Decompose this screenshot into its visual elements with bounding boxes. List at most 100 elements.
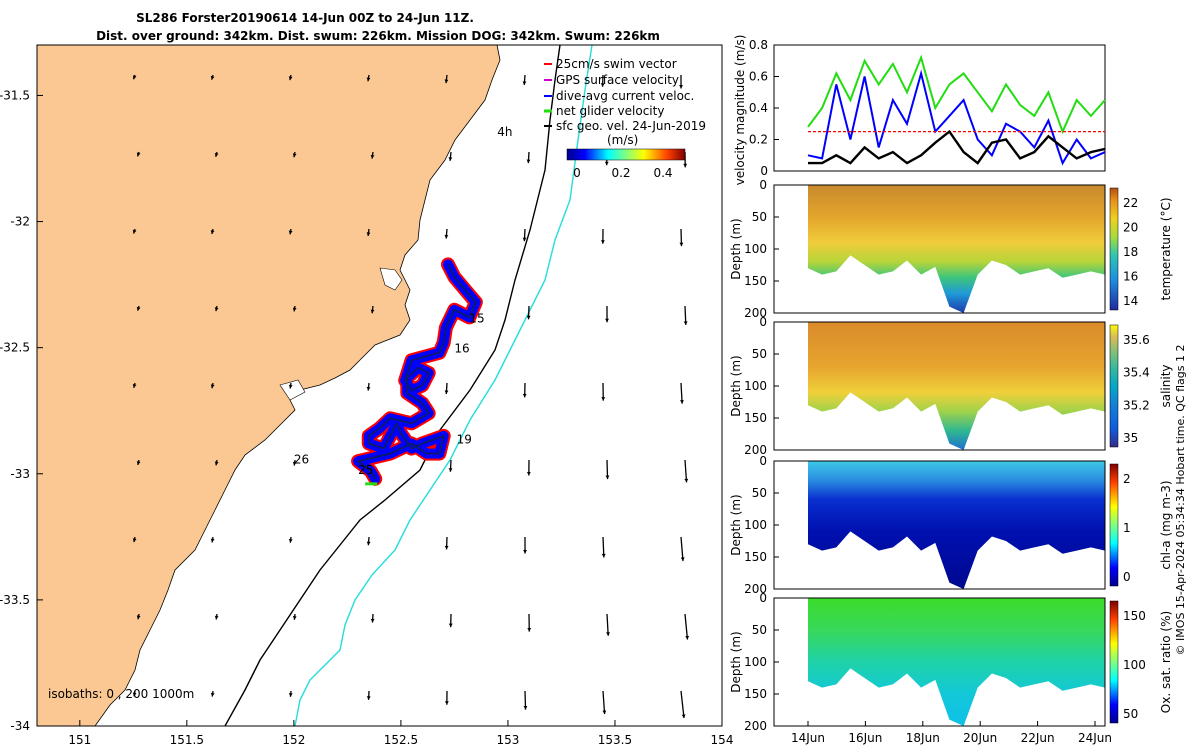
velocity-arrow [602, 690, 607, 715]
velocity-arrow [680, 382, 684, 404]
velocity-arrow [292, 613, 297, 620]
map-ytick-label: -33.5 [0, 593, 30, 607]
salinity_panel: 0 50 100 150 200 Depth (m) 35 35.2 35.4 35.6 salin… [729, 315, 1173, 457]
velocity-arrow [132, 690, 137, 697]
velocity-arrow [214, 305, 219, 312]
section-ytick-label: 50 [752, 623, 767, 637]
velocity-arrow [366, 74, 371, 82]
velocity-arrow [684, 613, 690, 640]
velocity-arrow [292, 459, 297, 466]
inlet-1 [379, 267, 403, 291]
velocity-arrow [370, 305, 375, 314]
section-ctick-label: 0 [1123, 570, 1131, 584]
section-ctick-label: 16 [1123, 270, 1138, 284]
section-ctick-label: 2 [1123, 472, 1131, 486]
section-ylabel: Depth (m) [729, 355, 743, 416]
velocity-ytick-label: 0.6 [749, 70, 768, 84]
glider-track [351, 257, 483, 486]
section-clabel: salinity [1159, 364, 1173, 407]
velocity-arrow [526, 151, 531, 164]
section-ytick-label: 150 [744, 687, 767, 701]
map-xtick-label: 153 [496, 733, 519, 747]
section-ctick-label: 35 [1123, 431, 1138, 445]
velocity-panel: 0 0.2 0.4 0.6 0.8 velocity magnitude (m/s) [733, 35, 1106, 186]
velocity-series-line [807, 54, 1106, 135]
velocity-arrow [680, 536, 685, 562]
velocity-lines [807, 54, 1106, 166]
velocity-arrow [522, 74, 527, 86]
velocity-arrow [526, 305, 531, 320]
map-xtick-label: 151 [68, 733, 91, 747]
section-ytick-label: 200 [744, 719, 767, 733]
day-label: 26 [294, 453, 309, 467]
section-ctick-label: 50 [1123, 707, 1138, 721]
legend-sfc: sfc geo. vel. 24-Jun-2019 [556, 119, 706, 133]
map-xtick-label: 153.5 [598, 733, 632, 747]
section-ytick-label: 0 [759, 178, 767, 192]
velocity-arrow [606, 613, 610, 636]
velocity-arrow [444, 228, 449, 239]
velocity-arrow [605, 459, 610, 480]
section-ytick-label: 100 [744, 242, 767, 256]
section-colorbar [1109, 187, 1119, 311]
section-ctick-label: 35.6 [1123, 333, 1150, 347]
time-xtick-label: 22Jun [1021, 731, 1055, 745]
velocity-arrow [448, 459, 453, 472]
map-xtick-label: 152 [282, 733, 305, 747]
velocity-ytick-label: 0.4 [749, 101, 768, 115]
velocity-arrow [210, 228, 215, 235]
section-ytick-label: 0 [759, 591, 767, 605]
day-label: 25 [358, 463, 373, 477]
velocity-arrow [214, 459, 219, 466]
velocity-ylabel: velocity magnitude (m/s) [733, 35, 747, 186]
section-ytick-label: 200 [744, 443, 767, 457]
legend-gps: GPS surface velocity [556, 73, 679, 87]
velocity-arrow [370, 151, 375, 159]
section-clabel: temperature (°C) [1159, 198, 1173, 301]
velocity-arrow [210, 382, 215, 389]
section-ytick-label: 50 [752, 210, 767, 224]
day-label: 15 [469, 311, 484, 325]
velocity-arrow [683, 305, 688, 325]
colorbar-tick-0: 0 [573, 166, 581, 180]
velocity-arrow [214, 151, 219, 158]
velocity-arrow [527, 613, 532, 632]
velocity-arrow [210, 74, 215, 80]
track-map: 4h 15 16 19 26 25 151 151.5 152 152.5 153 153.5 154… [0, 44, 734, 747]
legend-current: dive-avg current veloc. [556, 89, 694, 103]
day-label: 4h [497, 125, 512, 139]
velocity-arrow [132, 536, 137, 543]
section-clabel: chl-a (mg m-3) [1159, 480, 1173, 569]
velocity-arrow [210, 690, 215, 697]
section-ctick-label: 100 [1123, 658, 1146, 672]
velocity-arrow [523, 690, 528, 710]
section-ytick-label: 150 [744, 274, 767, 288]
map-xtick-label: 154 [711, 733, 734, 747]
legend-net: net glider velocity [556, 104, 664, 118]
velocity-arrow [136, 459, 141, 466]
time-xtick-label: 20Jun [963, 731, 997, 745]
velocity-arrow [136, 305, 141, 311]
velocity-arrow [444, 74, 449, 84]
section-ctick-label: 150 [1123, 609, 1146, 623]
section-field [808, 598, 1105, 726]
section-ytick-label: 150 [744, 550, 767, 564]
side-note: © IMOS 15-Apr-2024 05:34:34 Hobart time.… [1174, 345, 1187, 656]
velocity-arrow [679, 228, 684, 247]
velocity-arrow [444, 690, 449, 705]
velocity-arrow [136, 151, 141, 157]
velocity-arrow [600, 74, 605, 87]
velocity-arrow [288, 382, 293, 389]
section-field [808, 322, 1105, 450]
map-xtick-label: 151.5 [170, 733, 204, 747]
section-ytick-label: 150 [744, 411, 767, 425]
legend-swim: 25cm/s swim vector [556, 57, 677, 71]
map-ytick-label: -31.5 [0, 88, 30, 102]
velocity-arrow [601, 382, 606, 401]
title-line-2: Dist. over ground: 342km. Dist. swum: 22… [96, 29, 660, 43]
inlet-2 [279, 379, 306, 401]
velocity-arrow [366, 382, 371, 391]
time-xtick-label: 14Jun [791, 731, 825, 745]
